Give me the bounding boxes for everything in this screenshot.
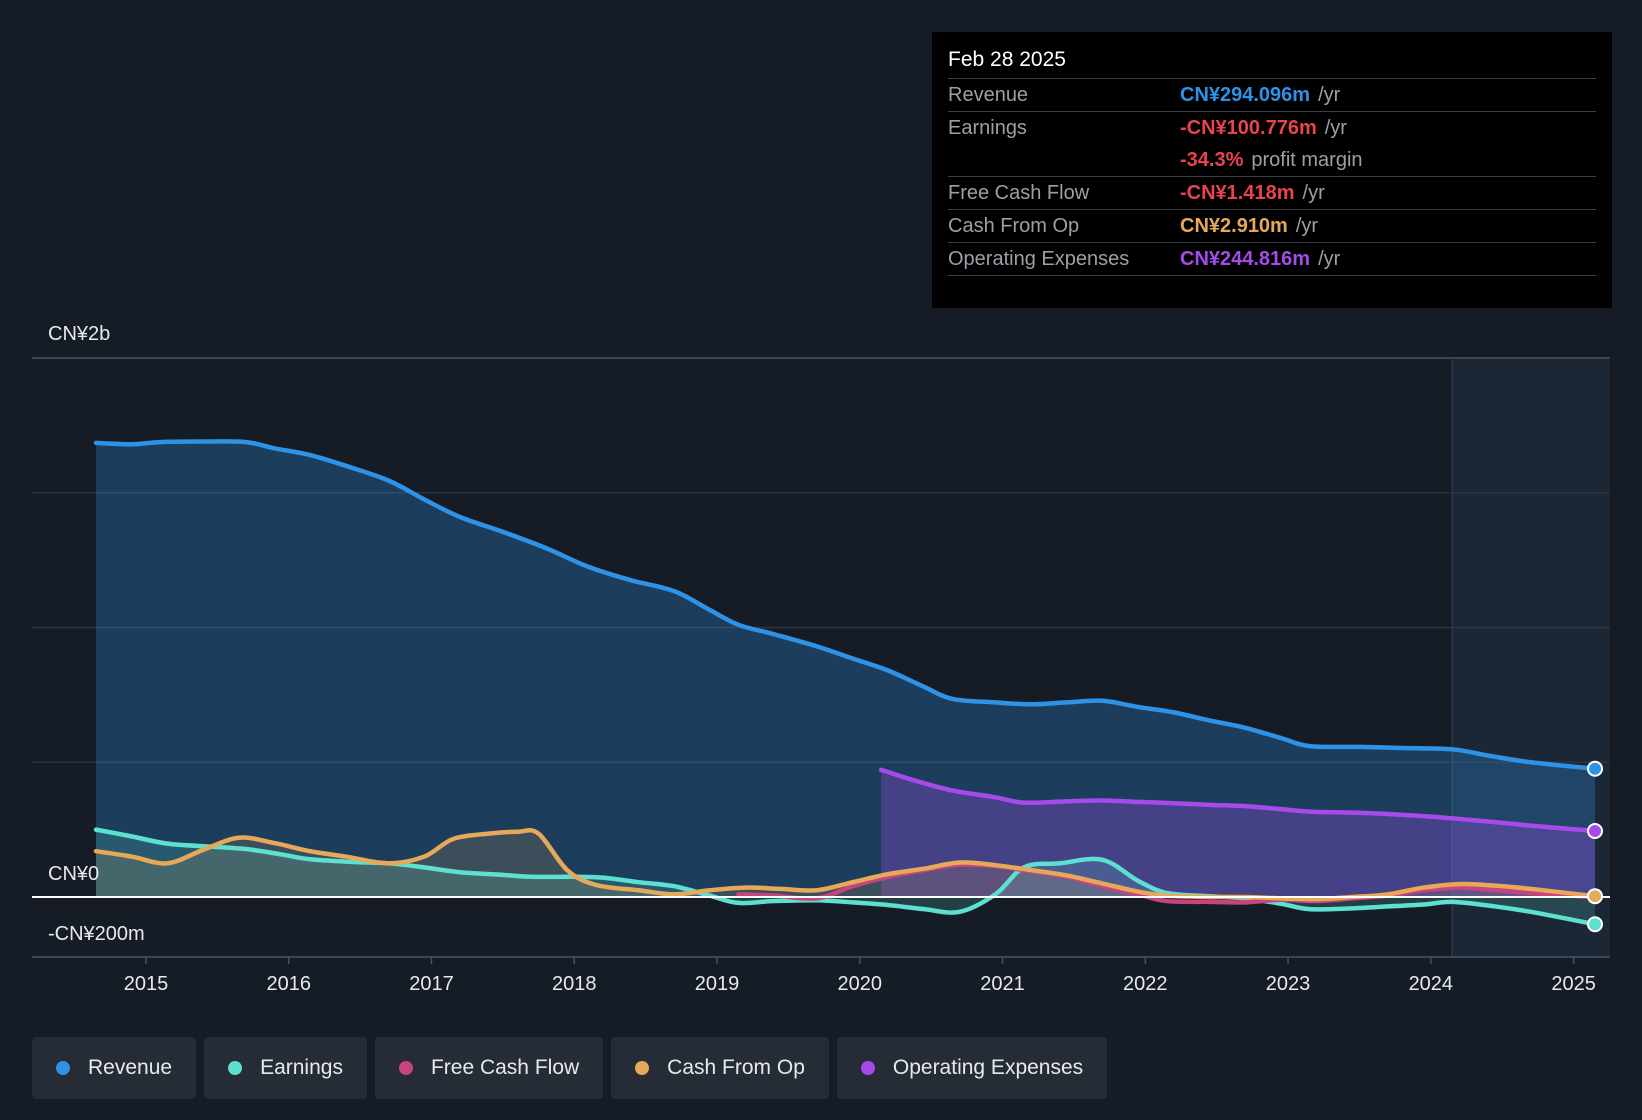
- tooltip-unit: /yr: [1318, 84, 1341, 106]
- free-cash-flow-dot-icon: [398, 1061, 413, 1075]
- legend-label: Free Cash Flow: [430, 1056, 580, 1079]
- cash-from-op-dot-icon: [635, 1061, 650, 1075]
- legend-label: Earnings: [260, 1056, 343, 1079]
- legend-label: Operating Expenses: [892, 1056, 1084, 1079]
- tooltip-label: Cash From Op: [948, 215, 1080, 237]
- tooltip-row-cash-from-op: Cash From Op CN¥2.910m /yr: [948, 209, 1596, 242]
- chart: CN¥2b CN¥0 -CN¥200m 2015 2016 2017 2018 2019…: [32, 323, 1610, 995]
- operating-expenses-dot-icon: [860, 1061, 875, 1075]
- legend-item-operating-expenses[interactable]: Operating Expenses: [836, 1037, 1108, 1099]
- operating-expenses-end-marker: [1587, 822, 1603, 839]
- operating-expenses-line: [878, 767, 1598, 834]
- cash-from-op-line: [93, 828, 1598, 902]
- revenue-dot-icon: [56, 1061, 70, 1075]
- tooltip-value: CN¥294.096m: [1180, 84, 1311, 106]
- tooltip-label: Operating Expenses: [948, 248, 1130, 270]
- x-tick-label: 2015: [124, 973, 169, 995]
- tooltip: Feb 28 2025 Revenue CN¥294.096m /yr Earn…: [932, 32, 1612, 308]
- tooltip-label: Free Cash Flow: [948, 182, 1090, 204]
- tooltip-row-earnings: Earnings -CN¥100.776m /yr: [948, 111, 1596, 144]
- tooltip-unit: /yr: [1318, 248, 1341, 270]
- tooltip-value: CN¥2.910m: [1180, 215, 1288, 237]
- x-tick-label: 2021: [980, 973, 1025, 995]
- tooltip-value: -CN¥1.418m: [1180, 182, 1295, 204]
- legend-item-revenue[interactable]: Revenue: [32, 1037, 197, 1099]
- legend: Revenue Earnings Free Cash Flow Cash Fro…: [32, 1037, 1108, 1099]
- legend-item-cash-from-op[interactable]: Cash From Op: [611, 1037, 829, 1099]
- tooltip-unit: /yr: [1324, 117, 1347, 139]
- tooltip-row-free-cash-flow: Free Cash Flow -CN¥1.418m /yr: [948, 176, 1596, 209]
- revenue-line: [93, 439, 1598, 771]
- y-label-zero: CN¥0: [48, 863, 99, 885]
- tooltip-value: CN¥244.816m: [1180, 248, 1311, 270]
- tooltip-row-operating-expenses: Operating Expenses CN¥244.816m /yr: [948, 242, 1596, 276]
- tooltip-value: -CN¥100.776m: [1180, 117, 1317, 139]
- y-label-top: CN¥2b: [48, 323, 110, 345]
- tooltip-unit: profit margin: [1251, 149, 1363, 171]
- tooltip-label: [948, 144, 1180, 176]
- earnings-dot-icon: [228, 1061, 243, 1075]
- cash-from-op-end-marker: [1587, 888, 1603, 905]
- series-lines: [93, 439, 1598, 927]
- forecast-region: [1452, 358, 1610, 958]
- earnings-area: [96, 829, 1595, 925]
- y-label-bottom: -CN¥200m: [48, 923, 145, 945]
- x-tick-label: 2019: [695, 973, 740, 995]
- tooltip-value: -34.3%: [1180, 149, 1244, 171]
- revenue-area: [96, 441, 1595, 897]
- tooltip-row-profit-margin: -34.3% profit margin: [948, 144, 1596, 176]
- gridlines: [32, 357, 1610, 958]
- legend-item-earnings[interactable]: Earnings: [204, 1037, 367, 1099]
- x-tick-label: 2017: [409, 973, 454, 995]
- cash-from-op-area: [96, 830, 1595, 900]
- legend-label: Revenue: [88, 1056, 173, 1079]
- x-tick-label: 2018: [552, 973, 597, 995]
- revenue-end-marker: [1587, 760, 1603, 777]
- x-tick-label: 2016: [266, 973, 311, 995]
- earnings-end-marker: [1587, 916, 1603, 933]
- tooltip-label: Earnings: [948, 117, 1027, 139]
- tooltip-date: Feb 28 2025: [948, 48, 1066, 71]
- tooltip-unit: /yr: [1302, 182, 1325, 204]
- tooltip-label: Revenue: [948, 84, 1029, 106]
- tooltip-row-revenue: Revenue CN¥294.096m /yr: [948, 78, 1596, 111]
- earnings-line: [93, 827, 1598, 927]
- x-tick-label: 2023: [1266, 973, 1311, 995]
- x-tick-label: 2020: [838, 973, 883, 995]
- x-tick-label: 2025: [1551, 973, 1596, 995]
- x-tick-label: 2022: [1123, 973, 1168, 995]
- free-cash-flow-line: [736, 862, 1598, 905]
- series-end-markers: [1587, 760, 1603, 933]
- legend-label: Cash From Op: [667, 1056, 805, 1079]
- x-axis: 2015 2016 2017 2018 2019 2020 2021 2022 2023 2024…: [124, 957, 1596, 995]
- x-tick-label: 2024: [1409, 973, 1454, 995]
- tooltip-unit: /yr: [1295, 215, 1319, 237]
- legend-item-free-cash-flow[interactable]: Free Cash Flow: [374, 1037, 604, 1099]
